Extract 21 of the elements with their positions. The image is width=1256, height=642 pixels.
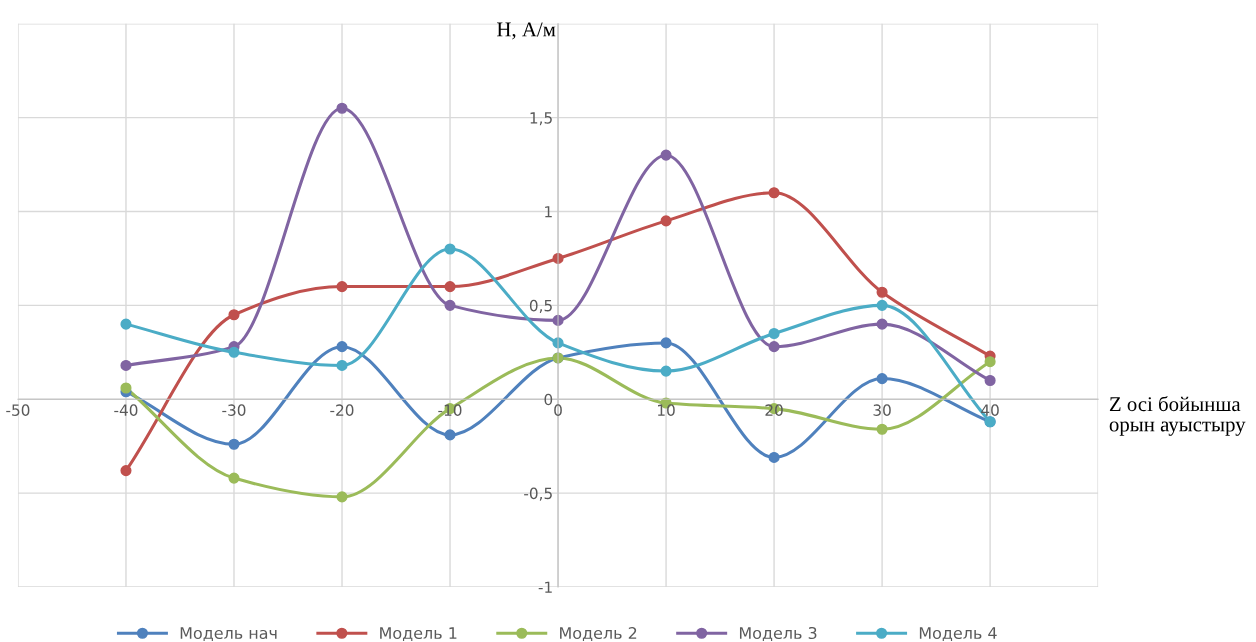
x-tick-label: 10: [658, 404, 675, 416]
legend-label: Модель 4: [919, 627, 997, 642]
x-tick-label: 0: [554, 404, 562, 416]
y-tick-label: -0,5: [524, 487, 552, 501]
y-tick-label: 1: [545, 206, 552, 218]
x-tick-label: -50: [6, 404, 30, 416]
y-tick-label: 0: [544, 393, 553, 406]
x-tick-label: -40: [114, 404, 138, 416]
y-tick-label: 1,5: [530, 112, 552, 126]
y-axis-title: H, А/м: [497, 22, 556, 40]
y-tick-label: 0,5: [529, 299, 552, 313]
y-tick-label: -1: [538, 581, 552, 593]
x-tick-label: -20: [330, 404, 354, 416]
x-tick-label: -30: [222, 404, 246, 416]
x-tick-label: 40: [981, 404, 999, 416]
legend-label: Модель 2: [560, 626, 637, 642]
x-tick-label: 30: [873, 404, 891, 416]
legend-label: Модель 3: [739, 626, 817, 642]
x-axis-title: Z осі бойынша орын ауыстыру: [1109, 396, 1246, 436]
legend-label: Модель 1: [380, 627, 457, 642]
legend-label: Модель нач: [180, 627, 277, 642]
